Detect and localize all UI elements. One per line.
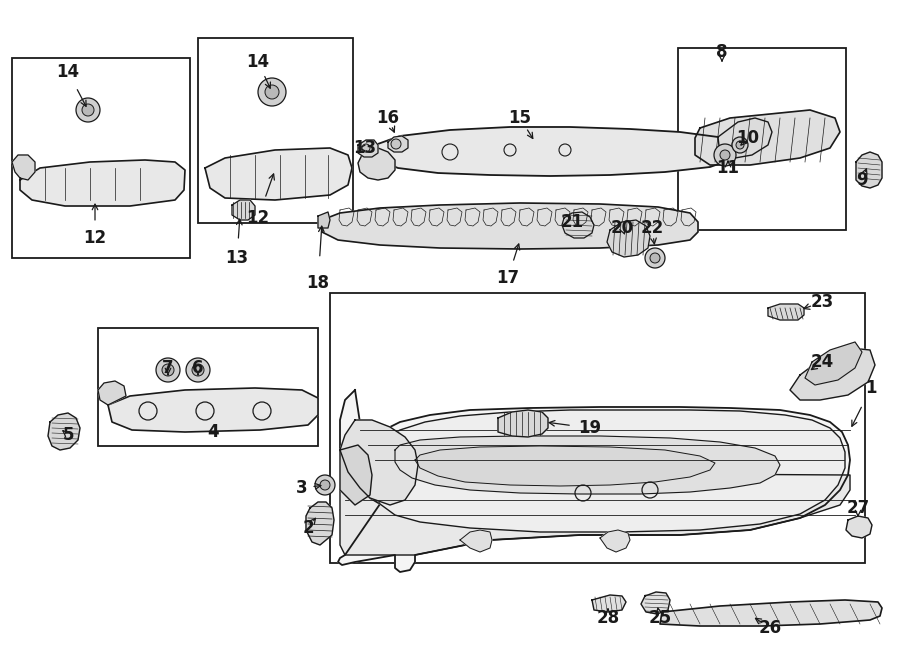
Polygon shape <box>306 502 334 545</box>
Text: 1: 1 <box>865 379 877 397</box>
Text: 14: 14 <box>57 63 79 81</box>
Polygon shape <box>340 472 850 555</box>
Circle shape <box>391 139 401 149</box>
Polygon shape <box>205 148 352 200</box>
Text: 15: 15 <box>508 109 532 127</box>
Circle shape <box>265 85 279 99</box>
Circle shape <box>714 144 736 166</box>
Text: 13: 13 <box>225 249 248 267</box>
Circle shape <box>320 480 330 490</box>
Circle shape <box>732 137 748 153</box>
Text: 5: 5 <box>62 426 74 444</box>
Polygon shape <box>98 381 126 405</box>
Text: 2: 2 <box>302 519 314 537</box>
Text: 20: 20 <box>610 219 634 237</box>
Circle shape <box>650 253 660 263</box>
Circle shape <box>156 358 180 382</box>
Polygon shape <box>695 110 840 165</box>
Polygon shape <box>592 595 626 612</box>
Polygon shape <box>340 445 372 505</box>
Bar <box>330 293 865 563</box>
Polygon shape <box>607 220 650 257</box>
Text: 25: 25 <box>648 609 671 627</box>
Text: 23: 23 <box>810 293 833 311</box>
Text: 13: 13 <box>354 139 376 157</box>
Text: 6: 6 <box>193 359 203 377</box>
Polygon shape <box>660 600 882 626</box>
Polygon shape <box>600 530 630 552</box>
Text: 14: 14 <box>247 53 270 71</box>
Polygon shape <box>20 160 185 206</box>
Text: 26: 26 <box>759 619 781 637</box>
Polygon shape <box>395 436 780 494</box>
Circle shape <box>76 98 100 122</box>
Text: 12: 12 <box>247 209 270 227</box>
Bar <box>98 328 318 446</box>
Polygon shape <box>48 413 80 450</box>
Text: 24: 24 <box>810 353 833 371</box>
Text: 22: 22 <box>641 219 663 237</box>
Text: 4: 4 <box>207 423 219 441</box>
Polygon shape <box>12 155 35 180</box>
Text: 8: 8 <box>716 43 728 61</box>
Text: 17: 17 <box>497 269 519 287</box>
Polygon shape <box>790 348 875 400</box>
Polygon shape <box>498 410 548 437</box>
Polygon shape <box>232 200 255 220</box>
Text: 27: 27 <box>846 499 869 517</box>
Polygon shape <box>768 304 804 320</box>
Polygon shape <box>856 152 882 188</box>
Polygon shape <box>358 140 378 157</box>
Text: 11: 11 <box>716 159 740 177</box>
Text: 18: 18 <box>307 274 329 292</box>
Circle shape <box>192 364 204 376</box>
Text: 19: 19 <box>579 419 601 437</box>
Text: 21: 21 <box>561 213 583 231</box>
Circle shape <box>315 475 335 495</box>
Polygon shape <box>340 420 418 505</box>
Polygon shape <box>338 390 850 572</box>
Polygon shape <box>358 145 395 180</box>
Bar <box>198 38 353 223</box>
Text: 16: 16 <box>376 109 400 127</box>
Polygon shape <box>460 530 492 552</box>
Text: 10: 10 <box>736 129 760 147</box>
Polygon shape <box>318 212 330 228</box>
Text: 3: 3 <box>296 479 308 497</box>
Circle shape <box>645 248 665 268</box>
Polygon shape <box>108 388 318 432</box>
Polygon shape <box>388 136 408 152</box>
Circle shape <box>162 364 174 376</box>
Polygon shape <box>846 516 872 538</box>
Polygon shape <box>805 342 862 385</box>
Polygon shape <box>322 203 698 249</box>
Bar <box>12 58 190 258</box>
Circle shape <box>720 150 730 160</box>
Text: 9: 9 <box>856 171 868 189</box>
Polygon shape <box>562 212 594 238</box>
Bar <box>678 48 846 230</box>
Circle shape <box>362 144 370 152</box>
Circle shape <box>736 141 744 149</box>
Circle shape <box>82 104 94 116</box>
Circle shape <box>258 78 286 106</box>
Polygon shape <box>372 127 738 176</box>
Text: 28: 28 <box>597 609 619 627</box>
Polygon shape <box>718 118 772 158</box>
Circle shape <box>186 358 210 382</box>
Polygon shape <box>641 592 670 614</box>
Text: 12: 12 <box>84 229 106 247</box>
Polygon shape <box>363 410 845 532</box>
Polygon shape <box>415 446 715 486</box>
Text: 7: 7 <box>162 359 174 377</box>
